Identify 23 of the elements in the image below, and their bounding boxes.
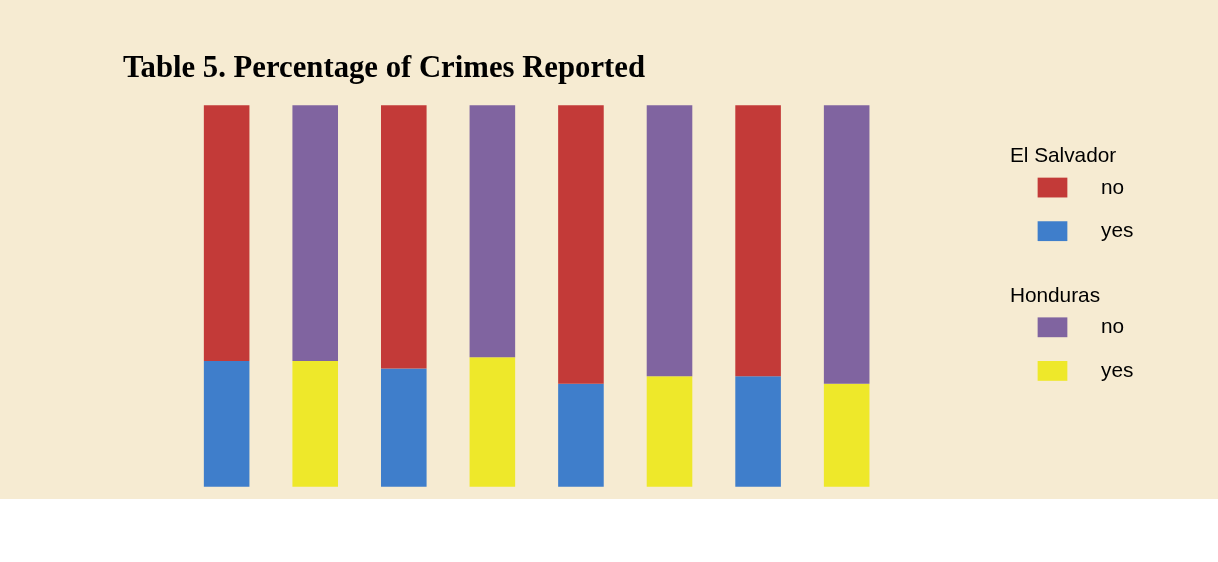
text: El Salvador: [1009, 142, 1117, 166]
chart-title: Table 5. Percentage of Crimes Reported: [122, 49, 645, 84]
bar: [558, 383, 604, 487]
bar: [469, 357, 516, 487]
bar: [469, 105, 516, 358]
bar: [735, 105, 781, 377]
bar: [558, 105, 604, 384]
legend-label: no: [1101, 314, 1125, 338]
legend-label: yes: [1101, 218, 1134, 242]
bar: [646, 105, 693, 377]
bar: [735, 376, 781, 487]
legend-label: no: [1101, 174, 1125, 198]
bar: [203, 360, 250, 487]
legend-label: yes: [1101, 357, 1134, 381]
bar: [203, 105, 250, 361]
bar: [292, 360, 339, 487]
bar: [823, 105, 870, 384]
bar: [381, 105, 427, 369]
bar: [292, 105, 339, 361]
bar: [646, 376, 693, 487]
bar: [381, 368, 427, 487]
text: Honduras: [1009, 282, 1101, 306]
bar: [823, 383, 870, 487]
